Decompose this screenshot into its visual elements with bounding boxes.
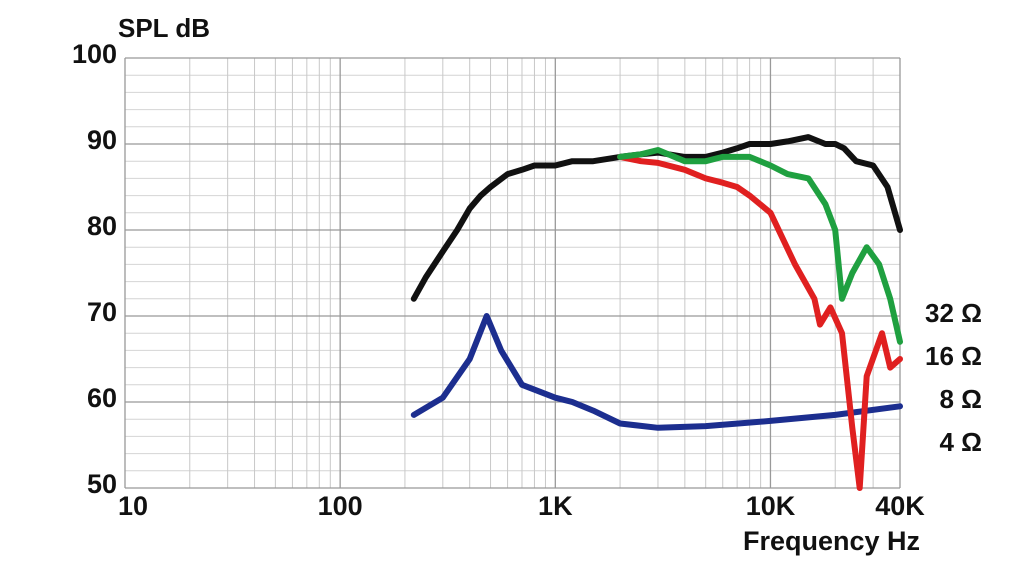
x-tick-label: 1K [538, 491, 573, 521]
y-axis-label: SPL dB [118, 13, 210, 43]
y-tick-label: 50 [87, 469, 117, 499]
x-tick-label: 10 [118, 491, 148, 521]
y-tick-label: 80 [87, 211, 117, 241]
y-tick-label: 60 [87, 383, 117, 413]
legend-label: 4 Ω [939, 427, 982, 457]
x-tick-label: 40K [875, 491, 925, 521]
x-tick-label: 100 [318, 491, 363, 521]
y-tick-label: 100 [72, 39, 117, 69]
series-line [410, 313, 903, 431]
y-tick-label: 70 [87, 297, 117, 327]
series-line [617, 153, 903, 491]
series-line [617, 147, 903, 345]
legend-label: 16 Ω [925, 341, 982, 371]
y-tick-label: 90 [87, 125, 117, 155]
x-tick-label: 10K [746, 491, 796, 521]
legend-label: 32 Ω [925, 298, 982, 328]
legend-label: 8 Ω [939, 384, 982, 414]
x-axis-label: Frequency Hz [743, 526, 920, 556]
